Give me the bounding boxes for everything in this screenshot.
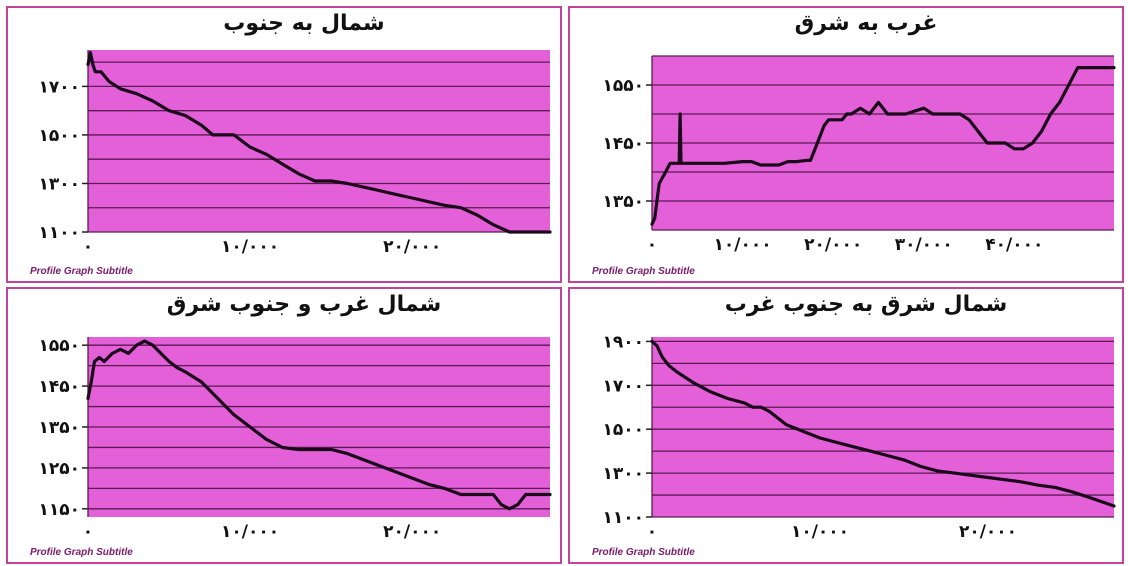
y-tick-label-4: ۱۹۰۰ — [602, 332, 644, 352]
x-tick-label-0: ۰ — [647, 235, 657, 255]
x-tick-label-0: ۰ — [83, 237, 93, 257]
x-tick-label-2: ۲۰/۰۰۰ — [383, 237, 441, 257]
y-tick-label-2: ۱۵۰۰ — [602, 420, 644, 440]
x-tick-label-1: ۱۰/۰۰۰ — [714, 235, 772, 255]
x-tick-label-1: ۱۰/۰۰۰ — [791, 522, 849, 542]
chart-subtitle: Profile Graph Subtitle — [592, 266, 695, 277]
y-tick-label-2: ۱۵۵۰ — [602, 76, 644, 96]
chart-panel-northeast-southwest: ۱۱۰۰ ۱۳۰۰ ۱۵۰۰ ۱۷۰۰ ۱۹۰۰ ۰ ۱۰/۰۰۰ ۲۰/۰۰۰ شمال ش… — [568, 287, 1124, 564]
chart-subtitle: Profile Graph Subtitle — [592, 547, 695, 558]
chart-title: شمال شرق به جنوب غرب — [724, 292, 1008, 317]
x-tick-label-0: ۰ — [83, 522, 93, 542]
chart-svg-northwest-southeast: ۱۱۵۰ ۱۲۵۰ ۱۳۵۰ ۱۴۵۰ ۱۵۵۰ ۰ ۱۰/۰۰۰ ۲۰/۰۰۰ — [38, 336, 552, 542]
x-tick-label-4: ۴۰/۰۰۰ — [985, 235, 1043, 255]
x-tick-label-1: ۱۰/۰۰۰ — [221, 522, 279, 542]
chart-subtitle: Profile Graph Subtitle — [30, 547, 133, 558]
chart-title: شمال غرب و جنوب شرق — [166, 292, 442, 317]
y-tick-label-0: ۱۱۰۰ — [38, 223, 80, 243]
plot-area — [88, 50, 550, 232]
chart-panel-west-east: ۱۳۵۰ ۱۴۵۰ ۱۵۵۰ ۰ ۱۰/۰۰۰ ۲۰/۰۰۰ ۳۰/۰۰۰ ۴۰/۰۰۰ غر… — [568, 6, 1124, 283]
y-tick-label-1: ۱۳۰۰ — [602, 464, 644, 484]
profile-line — [650, 339, 1116, 508]
y-tick-label-3: ۱۷۰۰ — [602, 376, 644, 396]
chart-title: غرب به شرق — [794, 11, 938, 36]
chart-panel-northwest-southeast: ۱۱۵۰ ۱۲۵۰ ۱۳۵۰ ۱۴۵۰ ۱۵۵۰ ۰ ۱۰/۰۰۰ ۲۰/۰۰۰ شمال غ… — [6, 287, 562, 564]
chart-svg-north-south: ۱۱۰۰ ۱۳۰۰ ۱۵۰۰ ۱۷۰۰ ۰ ۱۰/۰۰۰ ۲۰/۰۰۰ — [38, 50, 552, 257]
x-tick-label-1: ۱۰/۰۰۰ — [221, 237, 279, 257]
x-tick-label-2: ۲۰/۰۰۰ — [804, 235, 862, 255]
y-tick-label-1: ۱۳۰۰ — [38, 174, 80, 194]
chart-title: شمال به جنوب — [223, 11, 385, 36]
y-tick-label-3: ۱۷۰۰ — [38, 77, 80, 97]
y-tick-label-4: ۱۵۵۰ — [38, 336, 80, 356]
y-tick-label-1: ۱۴۵۰ — [602, 134, 644, 154]
y-tick-label-0: ۱۱۵۰ — [38, 500, 80, 520]
chart-svg-northeast-southwest: ۱۱۰۰ ۱۳۰۰ ۱۵۰۰ ۱۷۰۰ ۱۹۰۰ ۰ ۱۰/۰۰۰ ۲۰/۰۰۰ — [602, 332, 1116, 542]
y-tick-label-0: ۱۳۵۰ — [602, 192, 644, 212]
y-tick-label-2: ۱۳۵۰ — [38, 418, 80, 438]
x-tick-label-0: ۰ — [647, 522, 657, 542]
y-tick-label-1: ۱۲۵۰ — [38, 459, 80, 479]
chart-svg-west-east: ۱۳۵۰ ۱۴۵۰ ۱۵۵۰ ۰ ۱۰/۰۰۰ ۲۰/۰۰۰ ۳۰/۰۰۰ ۴۰/۰۰۰ — [602, 55, 1116, 255]
y-tick-label-0: ۱۱۰۰ — [602, 508, 644, 528]
profile-line — [650, 65, 1116, 226]
y-tick-label-2: ۱۵۰۰ — [38, 126, 80, 146]
x-tick-label-2: ۲۰/۰۰۰ — [383, 522, 441, 542]
chart-panel-north-south: ۱۱۰۰ ۱۳۰۰ ۱۵۰۰ ۱۷۰۰ ۰ ۱۰/۰۰۰ ۲۰/۰۰۰ شمال به جن… — [6, 6, 562, 283]
profile-line — [86, 50, 552, 234]
x-tick-label-3: ۳۰/۰۰۰ — [895, 235, 953, 255]
x-tick-label-2: ۲۰/۰۰۰ — [959, 522, 1017, 542]
y-tick-label-3: ۱۴۵۰ — [38, 377, 80, 397]
chart-subtitle: Profile Graph Subtitle — [30, 266, 133, 277]
plot-area — [652, 337, 1114, 517]
profile-line — [86, 339, 552, 511]
